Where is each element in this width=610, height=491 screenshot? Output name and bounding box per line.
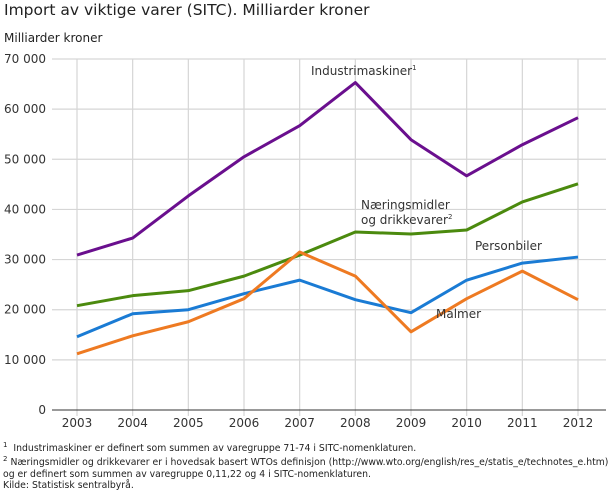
x-tick-label: 2004	[117, 416, 148, 430]
y-axis-label: Milliarder kroner	[4, 31, 103, 45]
y-tick-label: 20 000	[4, 303, 46, 317]
series-line-2	[76, 255, 579, 339]
series-label-personbiler: Personbiler	[475, 239, 542, 253]
y-tick-label: 40 000	[4, 202, 46, 216]
series-label-industrimaskiner: Industrimaskiner1	[311, 64, 417, 78]
series-line-0	[76, 81, 579, 257]
series-line-1	[76, 182, 579, 308]
x-tick-label: 2012	[563, 416, 594, 430]
x-tick-label: 2007	[284, 416, 315, 430]
y-tick-label: 70 000	[4, 52, 46, 66]
x-tick-label: 2011	[507, 416, 538, 430]
source: Kilde: Statistisk sentralbyrå.	[3, 480, 134, 491]
line-chart: 0 10 000 20 000 30 000 40 000 50 000 60 000 70 …	[4, 52, 606, 430]
y-tick-label: 50 000	[4, 152, 46, 166]
y-tick-label: 10 000	[4, 353, 46, 367]
y-tick-label: 0	[38, 403, 46, 417]
series-label-malmer: Malmer	[436, 307, 481, 321]
series-label-naeringsmidler-2: og drikkevarer2	[361, 213, 452, 227]
x-tick-label: 2003	[62, 416, 93, 430]
x-tick-label: 2010	[451, 416, 482, 430]
footnote-2-cont: og er definert som summen av varegruppe …	[3, 468, 371, 480]
series-line-3	[76, 250, 579, 356]
y-tick-label: 30 000	[4, 253, 46, 267]
x-tick-label: 2008	[340, 416, 371, 430]
footnote-2: 2 Næringsmidler og drikkevarer er i hove…	[3, 455, 609, 469]
x-tick-label: 2006	[229, 416, 260, 430]
series-label-naeringsmidler: Næringsmidler	[361, 198, 450, 212]
chart-title: Import av viktige varer (SITC). Milliard…	[4, 1, 370, 19]
x-tick-label: 2009	[396, 416, 427, 430]
y-tick-label: 60 000	[4, 102, 46, 116]
x-tick-label: 2005	[173, 416, 204, 430]
footnote-1: 1 Industrimaskiner er definert som summe…	[3, 441, 417, 455]
footnotes: 1 Industrimaskiner er definert som summe…	[3, 440, 608, 491]
